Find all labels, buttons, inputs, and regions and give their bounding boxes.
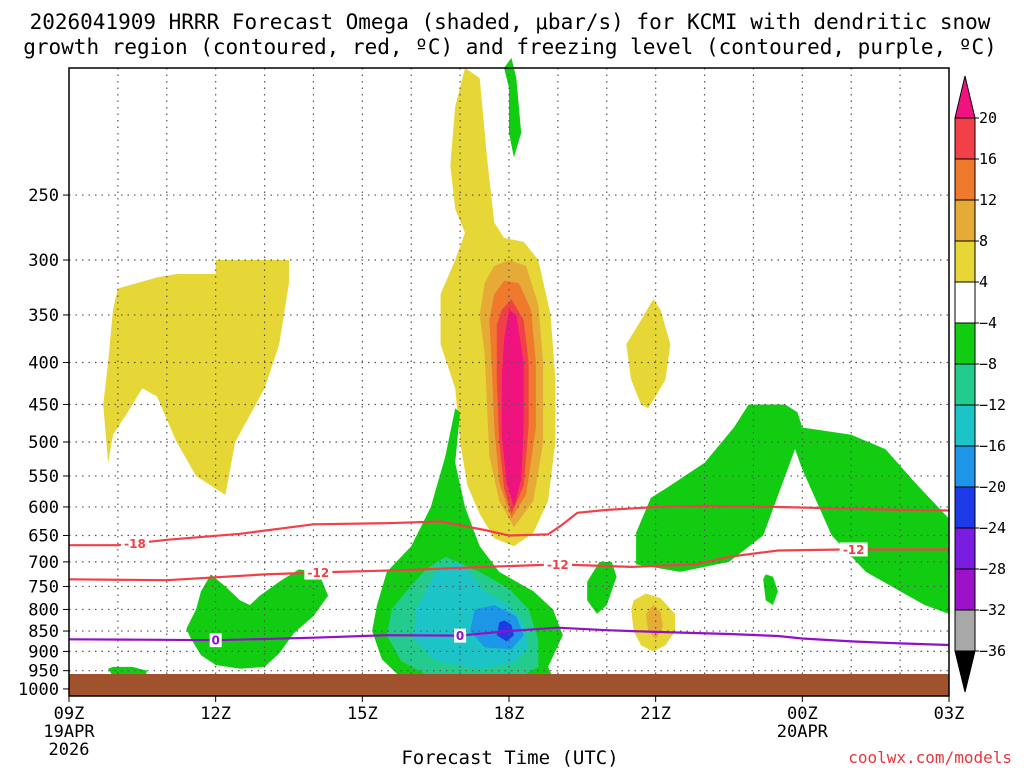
colorbar-top-triangle xyxy=(954,75,976,119)
omega-region-sinking-small-23z xyxy=(763,574,778,605)
x-tick-label-12Z: 12Z xyxy=(200,704,231,724)
colorbar-label-3: 8 xyxy=(979,232,988,250)
y-tick-label-350: 350 xyxy=(28,306,59,326)
omega-region-upper-left-rising-4 xyxy=(103,260,289,495)
credit-text[interactable]: coolwx.com/models xyxy=(848,748,1012,767)
colorbar-bottom-triangle xyxy=(954,650,976,693)
freezing-level-line-label-bg xyxy=(454,628,467,643)
colorbar-bin--8 xyxy=(954,363,976,406)
y-tick-label-300: 300 xyxy=(28,251,59,271)
x-tick-label-09Z: 09Z xyxy=(54,704,85,724)
omega-region-upper-column-rising-20 xyxy=(501,309,524,507)
colorbar-label-13: −36 xyxy=(979,642,1006,660)
colorbar-bin-4 xyxy=(954,240,976,283)
colorbar-label-6: −8 xyxy=(979,355,997,373)
omega-region-sinking-lower-center-16 xyxy=(469,605,524,650)
freezing-level-line-label: 0 xyxy=(456,629,464,643)
ground-surface xyxy=(69,674,949,696)
x-tick-year-09Z: 2026 xyxy=(49,740,90,760)
y-tick-label-600: 600 xyxy=(28,498,59,518)
x-tick-label-00Z: 00Z xyxy=(787,704,818,724)
y-tick-label-400: 400 xyxy=(28,354,59,374)
dgz-minus12-line-label-bg xyxy=(304,565,333,580)
omega-region-sinking-right-big xyxy=(636,404,949,614)
freezing-level-line xyxy=(68,626,950,647)
colorbar-label-1: 16 xyxy=(979,150,997,168)
freezing-level-line-label-bg xyxy=(209,633,222,648)
colorbar-bin--24 xyxy=(954,527,976,570)
dgz-minus12-line xyxy=(68,548,949,582)
omega-region-sinking-small-20z xyxy=(587,561,617,614)
y-tick-label-250: 250 xyxy=(28,186,59,206)
freezing-level-line-label: 0 xyxy=(211,634,219,648)
colorbar-label-10: −24 xyxy=(979,519,1006,537)
colorbar-label-5: −4 xyxy=(979,314,997,332)
omega-shading xyxy=(103,57,949,691)
colorbar-label-7: −12 xyxy=(979,396,1006,414)
colorbar-bin--32 xyxy=(954,609,976,652)
contours: -18 -12 -12 -12 0 0 xyxy=(68,504,950,648)
colorbar-label-9: −20 xyxy=(979,478,1006,496)
chart-title-line2: growth region (contoured, red, ºC) and f… xyxy=(23,35,997,59)
x-tick-label-21Z: 21Z xyxy=(640,704,671,724)
y-tick-label-700: 700 xyxy=(28,553,59,573)
y-tick-label-500: 500 xyxy=(28,433,59,453)
x-tick-date-09Z: 19APR xyxy=(43,722,95,742)
colorbar-bin--28 xyxy=(954,568,976,611)
x-tick-label-03Z: 03Z xyxy=(934,704,965,724)
omega-region-sinking-top-sliver xyxy=(504,57,522,158)
colorbar-bin--20 xyxy=(954,486,976,529)
omega-region-sinking-lower-left xyxy=(186,569,329,669)
colorbar-bin-0 xyxy=(954,281,976,324)
x-tick-date-00Z: 20APR xyxy=(777,722,829,742)
dgz-minus18-line xyxy=(69,504,950,547)
y-tick-label-450: 450 xyxy=(28,395,59,415)
colorbar-label-0: 20 xyxy=(979,109,997,127)
colorbar-bin--16 xyxy=(954,445,976,488)
colorbar-bin--12 xyxy=(954,404,976,447)
chart-title-line1: 2026041909 HRRR Forecast Omega (shaded, … xyxy=(30,10,991,34)
dgz-minus18-line-label: -18 xyxy=(124,537,146,551)
y-axis: 2503003504004505005506006507007508008509… xyxy=(18,186,69,700)
y-tick-label-950: 950 xyxy=(28,662,59,682)
omega-region-isolated-cell-21z-rising-4 xyxy=(626,299,671,409)
dgz-minus12-line-label: -12 xyxy=(307,566,329,580)
dgz-minus12-line-label: -12 xyxy=(547,558,569,572)
dgz-minus12-line-label-bg xyxy=(839,542,868,557)
colorbar-bin-16 xyxy=(954,117,976,160)
y-tick-label-550: 550 xyxy=(28,467,59,487)
x-tick-label-18Z: 18Z xyxy=(494,704,525,724)
dgz-minus12-line-label: -12 xyxy=(843,543,865,557)
y-tick-label-800: 800 xyxy=(28,600,59,620)
colorbar-label-2: 12 xyxy=(979,191,997,209)
grid xyxy=(69,68,949,696)
colorbar-label-11: −28 xyxy=(979,560,1006,578)
y-tick-label-750: 750 xyxy=(28,577,59,597)
x-tick-label-15Z: 15Z xyxy=(347,704,378,724)
colorbar-bin-8 xyxy=(954,199,976,242)
dgz-minus18-line-label-bg xyxy=(121,536,149,551)
colorbar-bin--4 xyxy=(954,322,976,365)
x-axis-title: Forecast Time (UTC) xyxy=(401,747,618,768)
colorbar: 20 16 12 8 4 −4 −8 −12 −16 −20 −24 −28 −32 −36 xyxy=(954,75,1006,693)
y-tick-label-650: 650 xyxy=(28,526,59,546)
dgz-minus12-line-label-bg xyxy=(543,557,572,572)
y-tick-label-900: 900 xyxy=(28,642,59,662)
y-tick-label-850: 850 xyxy=(28,622,59,642)
colorbar-label-12: −32 xyxy=(979,601,1006,619)
colorbar-bin-12 xyxy=(954,158,976,201)
y-tick-label-1000: 1000 xyxy=(18,680,59,700)
colorbar-label-4: 4 xyxy=(979,273,988,291)
colorbar-label-8: −16 xyxy=(979,437,1006,455)
